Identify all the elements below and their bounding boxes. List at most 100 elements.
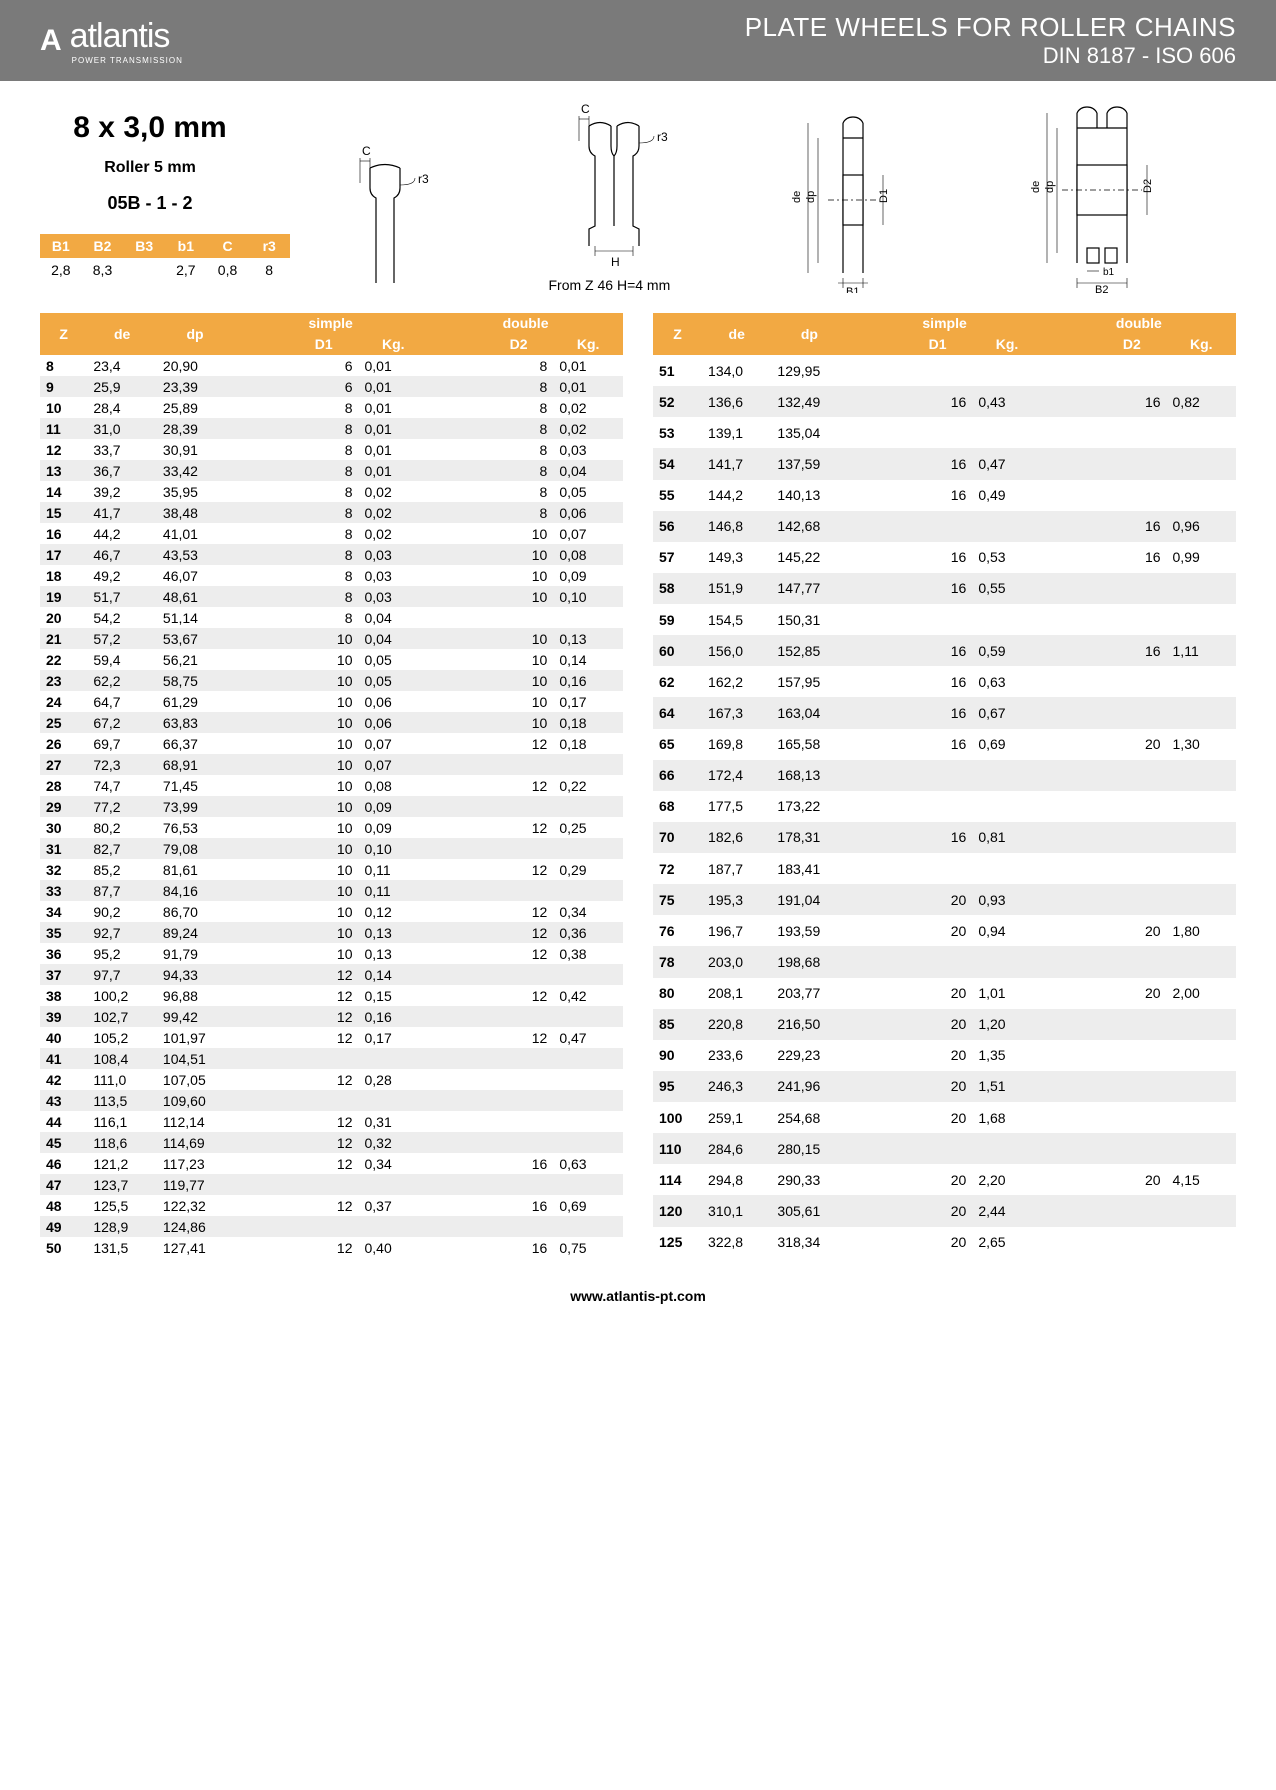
svg-text:b1: b1 (1103, 267, 1115, 278)
diagram-section-simple: de dp D1 B1 (788, 113, 928, 293)
table-row: 125322,8318,34 202,65 (653, 1227, 1236, 1259)
table-row: 2977,273,99 100,09 (40, 796, 623, 817)
table-row: 68177,5173,22 (653, 791, 1236, 822)
diagram-section-double: de dp D2 b1 B2 (1027, 103, 1187, 293)
table-row: 2772,368,91 100,07 (40, 754, 623, 775)
table-row: 80208,1203,77 201,01 202,00 (653, 978, 1236, 1009)
product-title: 8 x 3,0 mm (40, 111, 260, 145)
table-row: 66172,4168,13 (653, 760, 1236, 791)
table-row: 47123,7119,77 (40, 1174, 623, 1195)
svg-text:B2: B2 (1095, 284, 1108, 293)
table-row: 3285,281,61 100,11 120,29 (40, 859, 623, 880)
table-row: 75195,3191,04 200,93 (653, 884, 1236, 915)
table-row: 114294,8290,33 202,20 204,15 (653, 1164, 1236, 1195)
table-row: 3797,794,33 120,14 (40, 964, 623, 985)
table-row: 46121,2117,23 120,34 160,63 (40, 1153, 623, 1174)
table-row: 59154,5150,31 (653, 604, 1236, 635)
params-table: B1B2B3b1Cr3 2,88,32,70,88 (40, 234, 290, 282)
table-row: 45118,6114,69 120,32 (40, 1132, 623, 1153)
table-row: 2464,761,29 100,06 100,17 (40, 691, 623, 712)
param-header: B3 (123, 234, 165, 258)
svg-text:de: de (791, 191, 803, 203)
table-row: 3490,286,70 100,12 120,34 (40, 901, 623, 922)
data-table-left: Zdedp simpledouble D1Kg.D2Kg. 823,420,90… (40, 313, 623, 1258)
table-row: 65169,8165,58 160,69 201,30 (653, 729, 1236, 760)
brand-name: atlantis (70, 17, 170, 55)
table-row: 2874,771,45 100,08 120,22 (40, 775, 623, 796)
table-row: 70182,6178,31 160,81 (653, 822, 1236, 853)
table-row: 3387,784,16 100,11 (40, 880, 623, 901)
table-row: 41108,4104,51 (40, 1048, 623, 1069)
table-row: 38100,296,88 120,15 120,42 (40, 985, 623, 1006)
table-row: 64167,3163,04 160,67 (653, 697, 1236, 728)
param-header: C (207, 234, 249, 258)
table-row: 1541,738,48 80,02 80,06 (40, 502, 623, 523)
param-value: 2,8 (40, 258, 82, 282)
table-row: 62162,2157,95 160,63 (653, 666, 1236, 697)
table-row: 50131,5127,41 120,40 160,75 (40, 1237, 623, 1258)
table-row: 1849,246,07 80,03 100,09 (40, 565, 623, 586)
table-row: 95246,3241,96 201,51 (653, 1071, 1236, 1102)
table-row: 1233,730,91 80,01 80,03 (40, 439, 623, 460)
table-row: 49128,9124,86 (40, 1216, 623, 1237)
table-row: 110284,6280,15 (653, 1133, 1236, 1164)
diagrams-row: C r3 (280, 101, 1236, 293)
table-row: 60156,0152,85 160,59 161,11 (653, 635, 1236, 666)
product-roller: Roller 5 mm (40, 159, 260, 177)
table-row: 3182,779,08 100,10 (40, 838, 623, 859)
param-value: 2,7 (165, 258, 207, 282)
table-row: 57149,3145,22 160,53 160,99 (653, 542, 1236, 573)
brand-logo: A atlantis POWER TRANSMISSION (40, 17, 183, 65)
table-row: 3080,276,53 100,09 120,25 (40, 817, 623, 838)
table-row: 90233,6229,23 201,35 (653, 1040, 1236, 1071)
svg-text:de: de (1030, 181, 1042, 193)
table-row: 120310,1305,61 202,44 (653, 1195, 1236, 1226)
table-row: 1951,748,61 80,03 100,10 (40, 586, 623, 607)
table-row: 2567,263,83 100,06 100,18 (40, 712, 623, 733)
table-row: 823,420,90 60,01 80,01 (40, 355, 623, 376)
param-value: 0,8 (207, 258, 249, 282)
table-row: 39102,799,42 120,16 (40, 1006, 623, 1027)
table-row: 53139,1135,04 (653, 417, 1236, 448)
table-row: 1131,028,39 80,01 80,02 (40, 418, 623, 439)
diagram-tooth-simple: C r3 (330, 143, 450, 293)
table-row: 2157,253,67 100,04 100,13 (40, 628, 623, 649)
product-code: 05B - 1 - 2 (40, 193, 260, 214)
header-title: PLATE WHEELS FOR ROLLER CHAINS (745, 12, 1236, 43)
table-row: 925,923,39 60,01 80,01 (40, 376, 623, 397)
table-row: 2054,251,14 80,04 (40, 607, 623, 628)
footer-url: www.atlantis-pt.com (0, 1268, 1276, 1344)
brand-sub: POWER TRANSMISSION (72, 56, 183, 65)
table-row: 56146,8142,68 160,96 (653, 511, 1236, 542)
svg-text:H: H (611, 255, 620, 269)
table-row: 1644,241,01 80,02 100,07 (40, 523, 623, 544)
diagram-tooth-double: C r3 H From Z 46 H=4 mm (549, 101, 689, 293)
param-header: b1 (165, 234, 207, 258)
table-row: 2669,766,37 100,07 120,18 (40, 733, 623, 754)
table-row: 1439,235,95 80,02 80,05 (40, 481, 623, 502)
table-row: 52136,6132,49 160,43 160,82 (653, 386, 1236, 417)
svg-text:B1: B1 (846, 286, 859, 293)
table-row: 100259,1254,68 201,68 (653, 1102, 1236, 1133)
svg-text:C: C (581, 102, 590, 116)
table-row: 40105,2101,97 120,17 120,47 (40, 1027, 623, 1048)
table-row: 1746,743,53 80,03 100,08 (40, 544, 623, 565)
table-row: 42111,0107,05 120,28 (40, 1069, 623, 1090)
param-value (123, 258, 165, 282)
table-row: 76196,7193,59 200,94 201,80 (653, 915, 1236, 946)
product-title-block: 8 x 3,0 mm Roller 5 mm 05B - 1 - 2 B1B2B… (40, 101, 260, 282)
table-row: 43113,5109,60 (40, 1090, 623, 1111)
table-row: 58151,9147,77 160,55 (653, 573, 1236, 604)
svg-text:r3: r3 (418, 172, 429, 186)
page-header: A atlantis POWER TRANSMISSION PLATE WHEE… (0, 0, 1276, 81)
svg-text:r3: r3 (657, 130, 668, 144)
table-row: 78203,0198,68 (653, 946, 1236, 977)
table-row: 54141,7137,59 160,47 (653, 448, 1236, 479)
svg-text:D2: D2 (1142, 179, 1154, 193)
svg-text:dp: dp (1044, 181, 1056, 193)
data-tables: Zdedp simpledouble D1Kg.D2Kg. 823,420,90… (40, 313, 1236, 1258)
table-row: 3695,291,79 100,13 120,38 (40, 943, 623, 964)
logo-mark-icon: A (40, 24, 62, 58)
table-row: 1028,425,89 80,01 80,02 (40, 397, 623, 418)
svg-text:D1: D1 (878, 189, 890, 203)
